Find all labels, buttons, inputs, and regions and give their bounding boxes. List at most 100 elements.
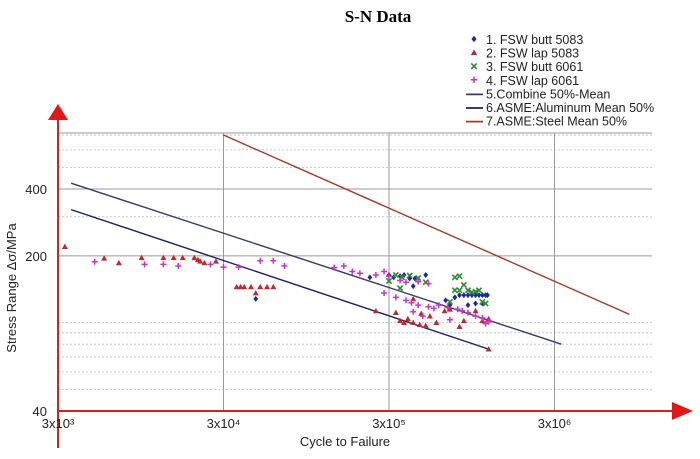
data-point	[407, 275, 413, 282]
legend-entry: 3. FSW butt 6061	[486, 60, 583, 74]
data-point	[460, 317, 467, 324]
data-point	[415, 278, 422, 285]
grid	[58, 132, 652, 411]
data-point	[456, 273, 463, 280]
data-point	[465, 292, 471, 299]
data-point	[472, 313, 479, 320]
data-point	[61, 243, 68, 250]
data-point	[459, 307, 466, 314]
data-point	[485, 315, 492, 322]
data-point	[392, 271, 399, 279]
x-tick-label: 3x10⁵	[372, 416, 406, 431]
data-point	[264, 283, 271, 290]
series-line-7	[223, 134, 630, 315]
data-point	[485, 292, 490, 299]
data-point	[415, 302, 422, 309]
series-4-points	[91, 257, 492, 327]
data-point	[460, 281, 467, 288]
data-point	[410, 283, 416, 290]
series-2-points	[61, 243, 492, 352]
data-point	[248, 283, 255, 290]
legend-entry: 7.ASME:Steel Mean 50%	[486, 115, 627, 129]
data-point	[426, 313, 433, 319]
data-point	[220, 264, 227, 271]
data-point	[452, 294, 458, 301]
data-point	[443, 297, 449, 304]
data-point	[115, 259, 122, 266]
data-point	[423, 271, 429, 278]
axes	[48, 104, 693, 448]
data-point	[397, 317, 404, 324]
data-point	[233, 283, 240, 290]
data-point	[252, 290, 259, 296]
data-point	[433, 319, 440, 326]
data-point	[435, 302, 442, 309]
data-point	[396, 285, 404, 292]
series-3-points	[385, 271, 489, 307]
data-point	[404, 315, 411, 322]
data-point	[253, 295, 259, 302]
x-tick-label: 3x10⁶	[538, 416, 572, 431]
data-point	[138, 254, 145, 261]
x-tick-label: 3x10⁴	[207, 416, 241, 431]
data-point	[444, 304, 451, 311]
data-point	[191, 254, 198, 261]
legend-swatch	[471, 35, 477, 43]
legend-swatch	[470, 62, 478, 70]
data-point	[257, 257, 264, 264]
data-point	[410, 308, 417, 315]
data-point	[482, 300, 489, 307]
data-point	[425, 280, 432, 287]
data-point	[482, 320, 489, 327]
data-point	[408, 299, 415, 306]
legend-entry: 6.ASME:Aluminum Mean 50%	[486, 101, 654, 115]
data-point	[446, 316, 453, 323]
data-point	[473, 292, 478, 299]
series-points	[61, 243, 492, 352]
data-point	[479, 292, 485, 299]
legend-swatch	[470, 76, 478, 83]
series-line-6	[70, 208, 489, 350]
data-point	[473, 300, 478, 307]
data-point	[91, 258, 98, 265]
data-point	[472, 288, 479, 295]
data-point	[270, 257, 277, 264]
y-tick-label: 400	[25, 182, 47, 197]
data-point	[381, 268, 388, 275]
data-point	[175, 262, 182, 269]
data-point	[381, 290, 388, 297]
data-point	[451, 274, 458, 281]
data-point	[454, 306, 461, 313]
data-point	[141, 261, 148, 268]
x-axis-arrow	[672, 402, 693, 420]
data-point	[457, 292, 462, 299]
data-point	[101, 255, 108, 261]
data-point	[170, 254, 177, 261]
data-point	[356, 270, 363, 277]
data-point	[197, 258, 204, 264]
data-point	[160, 254, 167, 261]
legend-entry: 4. FSW lap 6061	[486, 74, 579, 88]
data-point	[430, 305, 437, 312]
legend-entry: 1. FSW butt 5083	[486, 33, 583, 47]
data-point	[451, 287, 458, 294]
data-point	[402, 279, 409, 286]
data-point	[372, 271, 379, 278]
data-point	[331, 264, 338, 271]
tick-labels: 3x10³ 3x10⁴ 3x10⁵ 3x10⁶ 40 200 400	[25, 182, 571, 431]
y-axis-label: Stress Range Δσ/MPa	[4, 223, 19, 353]
data-point	[472, 307, 479, 314]
legend-entry: 2. FSW lap 5083	[486, 47, 579, 61]
x-axis-label: Cycle to Failure	[300, 434, 390, 449]
data-point	[385, 277, 393, 285]
y-tick-label: 200	[25, 249, 47, 264]
data-point	[475, 287, 483, 294]
data-point	[212, 258, 219, 264]
data-point	[402, 297, 409, 304]
data-point	[241, 283, 248, 290]
legend-entry: 5.Combine 50%-Mean	[486, 87, 610, 101]
data-point	[406, 272, 413, 279]
data-point	[422, 322, 429, 328]
data-point	[425, 303, 432, 310]
